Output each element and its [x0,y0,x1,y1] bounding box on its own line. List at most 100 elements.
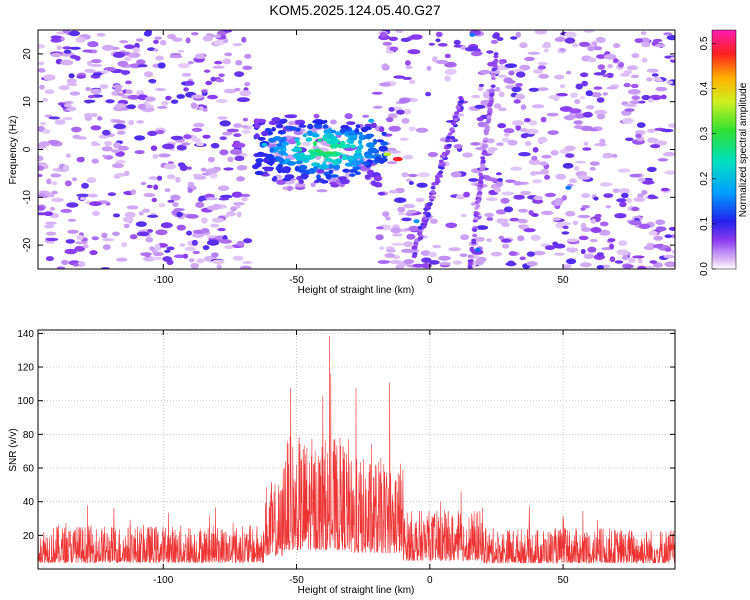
heatmap-cell [113,119,122,123]
heatmap-cell [370,180,377,187]
heatmap-cell [525,128,539,135]
heatmap-cell [38,43,46,49]
heatmap-cell [637,257,643,264]
heatmap-cell [599,182,613,187]
heatmap-cell [526,251,536,257]
snr-y-tick-label: 100 [17,396,34,407]
heatmap-cell [476,194,482,198]
heatmap-cell [332,159,339,166]
heatmap-cell [166,174,176,180]
heatmap-cell [310,182,316,188]
heatmap-cell [512,120,525,126]
heatmap-cell [275,143,283,147]
colorbar-tick-label: 0.0 [699,262,710,276]
heatmap-cell [205,197,218,201]
heatmap-cell [618,188,631,194]
heatmap-cell [202,134,211,139]
heatmap-cell [136,231,150,237]
snr-x-label: Height of straight line (km) [298,585,415,596]
heatmap-cell [269,147,274,153]
colorbar-ticks: 0.0 0.1 0.2 0.3 0.4 0.5 [699,36,716,276]
heatmap-cell [224,245,234,250]
heatmap-cell [50,206,55,211]
heatmap-cell [537,136,548,143]
heatmap-cell [145,104,154,109]
heatmap-cell [410,34,423,40]
heatmap-cell [526,261,538,267]
heatmap-cell [156,105,168,109]
heatmap-cell [72,177,77,182]
heatmap-cell [583,141,589,146]
heatmap-cell [134,150,145,155]
heatmap-cell [626,197,632,204]
heatmap-cell [589,167,596,171]
heatmap-cell [445,138,450,143]
heatmap-cell [365,134,372,140]
heatmap-cell [401,172,409,178]
heatmap-cell [650,144,661,149]
heatmap-cell [97,116,103,121]
heatmap-cell [302,133,308,138]
heatmap-cell [352,163,358,168]
heatmap-cell [252,164,259,170]
heatmap-cell [627,89,641,95]
heatmap-cell [172,202,179,207]
heatmap-cell [48,116,61,120]
heatmap-cell [356,160,361,165]
heatmap-cell [223,88,237,94]
heatmap-cell [91,158,99,164]
heatmap-cell [277,168,283,174]
heatmap-cell [498,74,508,78]
heatmap-cell [501,191,514,196]
heatmap-cell [38,205,46,211]
heatmap-cell [368,118,375,123]
heatmap-cell [254,170,265,176]
heatmap-cell [638,100,646,104]
heatmap-cell [621,255,629,261]
heatmap-cell [491,67,497,72]
heatmap-cell [618,240,628,247]
heatmap-cell [346,155,355,161]
heatmap-cell [388,36,398,41]
heatmap-cell [147,229,154,233]
heatmap-cell [365,142,376,148]
heatmap-y-tick-label: 20 [22,48,33,60]
heatmap-cell [389,46,399,52]
heatmap-cell [294,165,301,172]
heatmap-cell [195,141,205,147]
heatmap-cell [198,106,204,111]
heatmap-cell [529,120,538,126]
heatmap-cell [503,77,513,84]
heatmap-cell [480,156,486,160]
heatmap-cell [470,142,481,146]
heatmap-cell [622,117,634,124]
heatmap-cell [67,229,79,234]
heatmap-cell [573,165,580,171]
heatmap-cell [497,123,507,129]
heatmap-cell [193,58,205,63]
heatmap-cell [205,80,213,86]
heatmap-cell [508,70,515,76]
heatmap-y-tick-label: 0 [22,146,33,152]
heatmap-cell [45,221,57,225]
snr-y-tick-label: 20 [23,531,35,542]
heatmap-cell [149,246,155,251]
heatmap-cell [201,217,208,224]
heatmap-cell [316,168,325,174]
heatmap-cell [471,240,477,245]
heatmap-cell [113,173,121,179]
heatmap-cell [376,182,383,188]
heatmap-cell [323,129,332,135]
heatmap-cell [51,181,58,186]
heatmap-cell [261,142,268,147]
heatmap-cell [307,123,314,130]
heatmap-cell [216,39,224,45]
heatmap-cell [562,225,569,229]
heatmap-cell [227,211,235,217]
heatmap-cell [137,103,147,110]
heatmap-cell [362,161,371,166]
heatmap-cell [631,206,640,212]
heatmap-cell [444,68,457,75]
heatmap-cell [47,139,60,145]
heatmap-cell [543,48,549,53]
